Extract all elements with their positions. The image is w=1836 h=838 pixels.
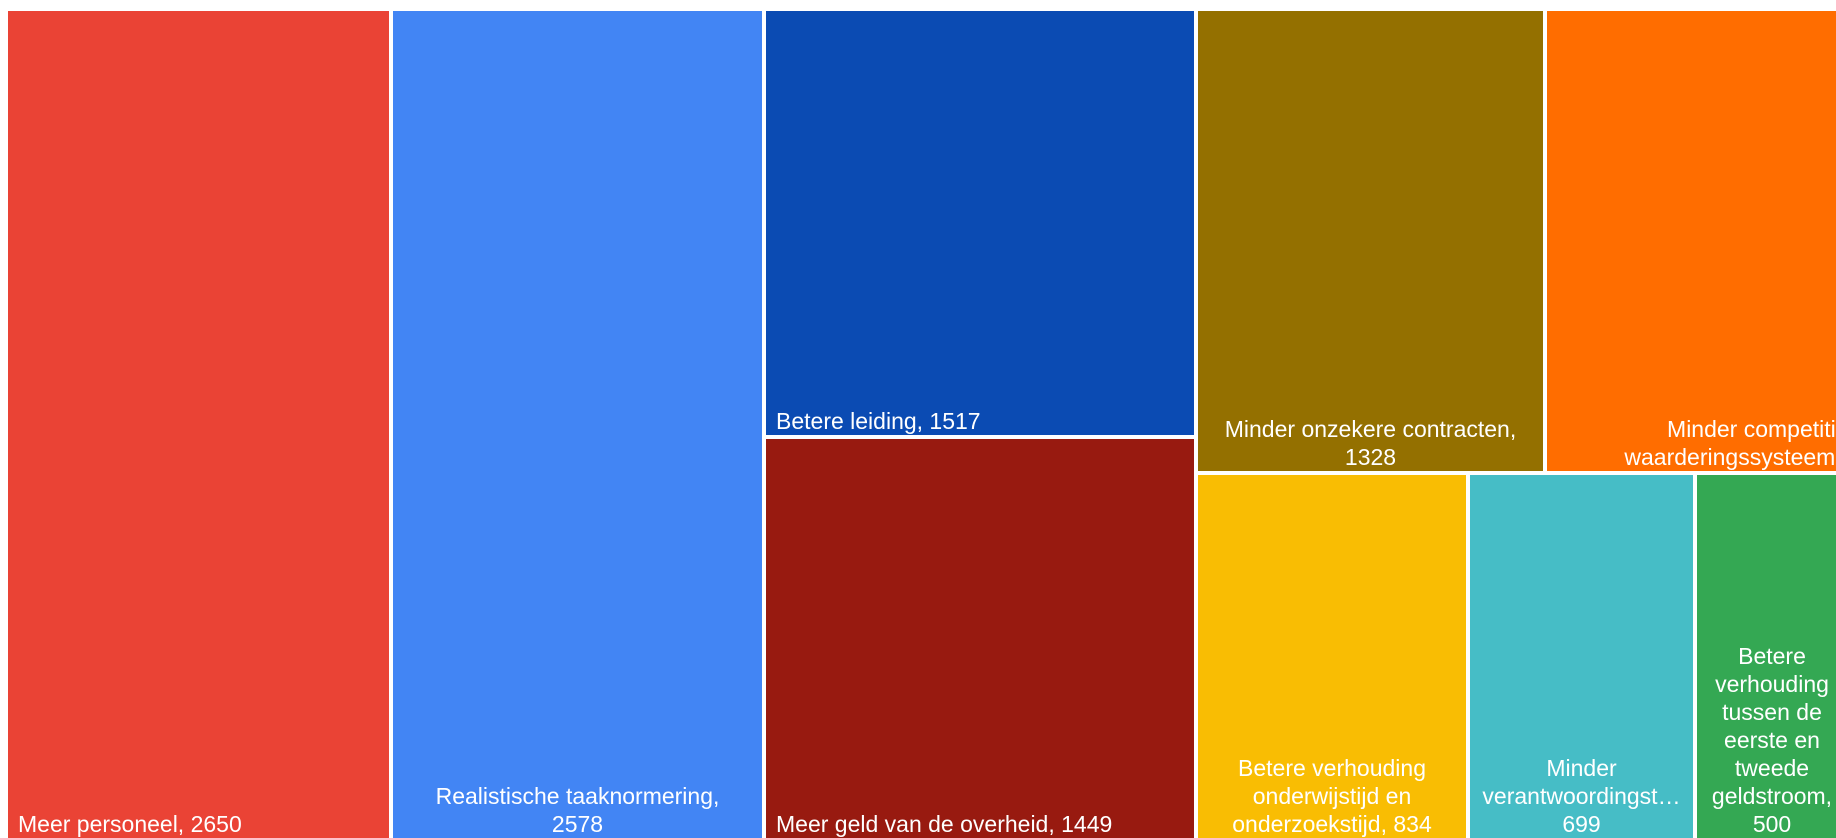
treemap-label-line: Betere verhouding bbox=[1238, 755, 1426, 781]
treemap-tile-label: Betere verhouding tussen de eerste en tweede… bbox=[1707, 642, 1836, 838]
treemap-label-line: Betere leiding, 1517 bbox=[776, 408, 981, 434]
treemap-tile: Meer geld van de overheid, 1449 bbox=[766, 439, 1194, 838]
treemap-label-line: Realistische taaknormering, bbox=[435, 783, 720, 809]
treemap-tile-label: Realistische taaknormering, 2578 bbox=[403, 782, 752, 838]
treemap-label-line: verantwoordingst… bbox=[1482, 783, 1681, 809]
treemap-tile-label: Betere verhouding onderwijstijd en onderzo… bbox=[1208, 754, 1456, 838]
treemap-tile-label: Minder verantwoordingst… 699 bbox=[1480, 754, 1683, 838]
treemap-tile: Betere verhouding tussen de eerste en tweede… bbox=[1697, 475, 1836, 838]
treemap-tile: Realistische taaknormering, 2578 bbox=[393, 11, 762, 838]
treemap-label-line: 699 bbox=[1562, 811, 1601, 837]
treemap-label-line: verhouding bbox=[1715, 671, 1829, 697]
treemap-label-line: Minder onzekere contracten, bbox=[1224, 416, 1517, 442]
treemap-label-line: 2578 bbox=[551, 811, 604, 837]
treemap-label-line: Minder bbox=[1546, 755, 1617, 781]
treemap-label-line: Meer personeel, 2650 bbox=[18, 811, 242, 837]
treemap-tile-label: Minder competitiefwaarderingssysteem, 11… bbox=[1555, 415, 1836, 471]
treemap-tile: Minder onzekere contracten, 1328 bbox=[1198, 11, 1543, 471]
treemap-tile-label: Meer geld van de overheid, 1449 bbox=[776, 810, 1184, 838]
treemap-label-line: Betere bbox=[1738, 643, 1806, 669]
treemap-tile-label: Meer personeel, 2650 bbox=[18, 810, 379, 838]
treemap-label-line: onderzoekstijd, 834 bbox=[1232, 811, 1432, 837]
treemap-tile-label: Betere leiding, 1517 bbox=[776, 407, 1184, 435]
treemap-label-line: onderwijstijd en bbox=[1252, 783, 1412, 809]
treemap-tile: Betere leiding, 1517 bbox=[766, 11, 1194, 435]
treemap-label-line: eerste en bbox=[1724, 727, 1820, 753]
treemap-tile: Minder competitiefwaarderingssysteem, 11… bbox=[1547, 11, 1836, 471]
treemap-tile: Minder verantwoordingst… 699 bbox=[1470, 475, 1693, 838]
treemap-label-line: tussen de bbox=[1722, 699, 1822, 725]
treemap-label-line: waarderingssysteem, 1185 bbox=[1624, 444, 1836, 470]
treemap-tile: Meer personeel, 2650 bbox=[8, 11, 389, 838]
treemap-label-line: tweede bbox=[1734, 755, 1810, 781]
treemap-label-line: Meer geld van de overheid, 1449 bbox=[776, 811, 1113, 837]
treemap-label-line: 500 bbox=[1752, 811, 1792, 837]
treemap-label-line: Minder competitief bbox=[1667, 416, 1836, 442]
treemap-tile-label: Minder onzekere contracten, 1328 bbox=[1208, 415, 1533, 471]
treemap-label-line: geldstroom, bbox=[1711, 783, 1833, 809]
treemap-tile: Betere verhouding onderwijstijd en onderzo… bbox=[1198, 475, 1466, 838]
treemap-label-line: 1328 bbox=[1344, 444, 1397, 470]
